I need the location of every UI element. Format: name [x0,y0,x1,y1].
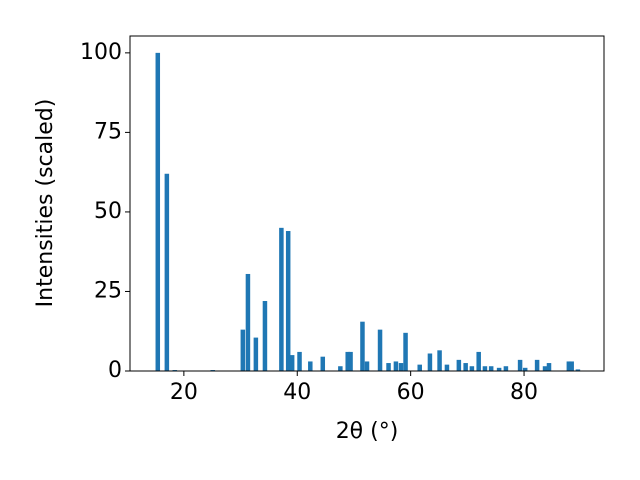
bar [542,366,548,371]
bar [517,359,523,371]
bar [569,361,574,371]
bar [476,351,481,371]
x-tick-label: 60 [397,380,425,405]
x-tick-label: 20 [170,380,198,405]
bar [289,355,295,371]
bar [360,321,365,371]
bar [279,227,284,371]
bar [403,332,408,371]
y-axis-label: Intensities (scaled) [33,99,58,308]
y-tick-label: 50 [94,199,122,224]
y-tick-label: 0 [108,358,122,383]
bar [345,351,350,371]
y-tick-label: 100 [80,40,122,65]
bar [386,363,391,371]
bar [463,363,468,371]
axes-frame [129,35,605,372]
bar [444,364,450,371]
bar [320,356,326,371]
bar [253,337,259,371]
bar [456,359,462,371]
bar [546,363,552,371]
bar [245,273,251,371]
bar [427,353,433,371]
bar [437,350,442,371]
bar [503,366,509,371]
bar [338,366,343,371]
bar [496,367,502,371]
bar [522,367,528,371]
bar [348,351,353,371]
bar [285,231,291,371]
bar [262,301,268,371]
bar [398,363,404,371]
bar [155,52,161,371]
bar [377,329,383,371]
bar [417,364,422,371]
x-axis-label: 2θ (°) [336,419,399,444]
bar [482,366,488,371]
bar [575,369,581,371]
bar [240,329,246,371]
bar [364,361,370,371]
x-tick-label: 40 [283,380,311,405]
bar [297,351,302,371]
y-tick-label: 25 [94,278,122,303]
x-tick-label: 80 [510,380,538,405]
bar [534,359,540,371]
plot-area [155,52,581,371]
bar [393,361,399,371]
bar [566,361,572,371]
bar [308,361,313,371]
bar [469,366,475,371]
bar [164,173,170,371]
y-tick-label: 75 [94,119,122,144]
bar [488,366,494,371]
